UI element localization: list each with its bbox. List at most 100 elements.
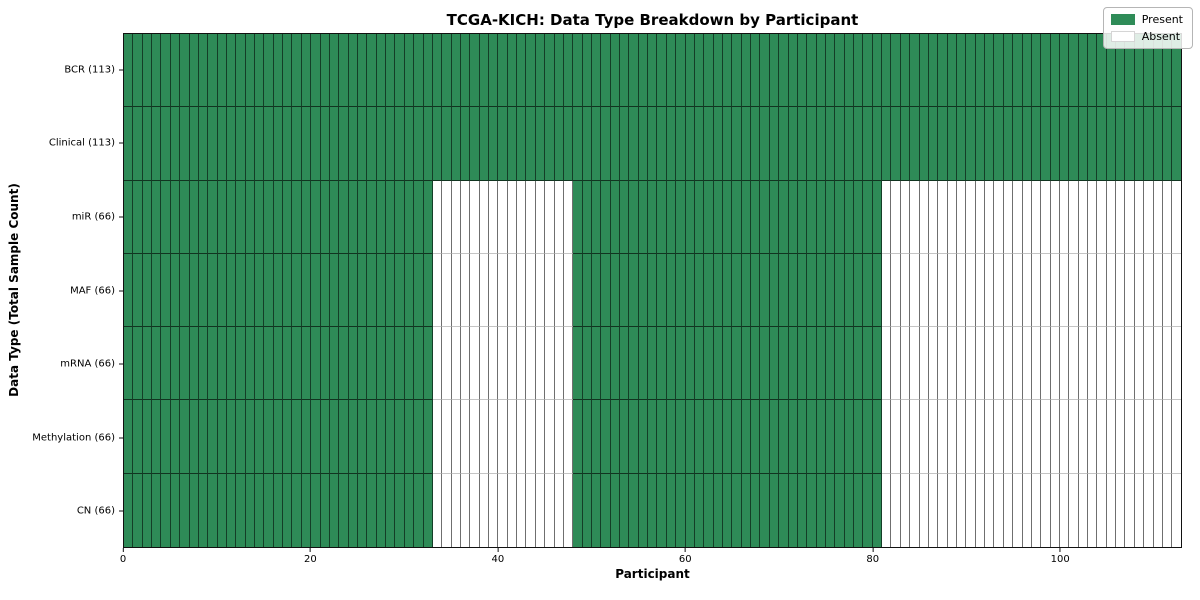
heatmap-cell	[545, 34, 555, 108]
heatmap-cell	[648, 473, 658, 547]
y-tick-label: CN (66)	[76, 505, 115, 517]
heatmap-cell	[685, 107, 695, 181]
heatmap-cell	[666, 107, 677, 181]
heatmap-cell	[741, 34, 752, 108]
heatmap-cell	[573, 107, 583, 181]
heatmap-cell	[133, 473, 143, 547]
heatmap-cell	[835, 180, 845, 254]
heatmap-cell	[245, 107, 256, 181]
heatmap-cell	[966, 34, 976, 108]
y-tick-label: Clinical (113)	[48, 137, 115, 149]
heatmap-cell	[610, 253, 621, 328]
heatmap-cell	[170, 180, 181, 254]
heatmap-cell	[807, 34, 817, 108]
y-tick: miR (66)	[72, 211, 123, 222]
heatmap-cell	[339, 34, 349, 108]
heatmap-cell	[311, 180, 321, 254]
heatmap-cell	[1050, 180, 1060, 254]
heatmap-cell	[489, 400, 499, 474]
heatmap-cell	[713, 253, 723, 328]
heatmap-cell	[1097, 400, 1107, 474]
heatmap-cell	[676, 34, 686, 108]
heatmap-cell	[245, 400, 256, 474]
heatmap-cell	[620, 253, 630, 328]
heatmap-cell	[470, 34, 480, 108]
heatmap-cell	[1069, 107, 1079, 181]
heatmap-cell	[180, 34, 190, 108]
heatmap-cell	[629, 327, 639, 401]
heatmap-cell	[1153, 400, 1163, 474]
heatmap-cell	[956, 400, 967, 474]
heatmap-cell	[292, 180, 302, 254]
heatmap-cell	[610, 400, 621, 474]
heatmap-cell	[489, 473, 499, 547]
heatmap-cell	[470, 327, 480, 401]
heatmap-cell	[1022, 34, 1032, 108]
heatmap-cell	[414, 400, 424, 474]
heatmap-cell	[236, 473, 246, 547]
heatmap-cell	[863, 400, 873, 474]
heatmap-cell	[1106, 253, 1117, 328]
heatmap-cell	[1050, 327, 1060, 401]
heatmap-cell	[591, 180, 602, 254]
heatmap-cell	[432, 327, 443, 401]
heatmap-cell	[395, 327, 405, 401]
heatmap-cell	[966, 253, 976, 328]
heatmap-cell	[161, 400, 171, 474]
heatmap-cell	[189, 107, 199, 181]
heatmap-cell	[460, 34, 471, 108]
heatmap-cell	[704, 34, 714, 108]
heatmap-cell	[236, 327, 246, 401]
heatmap-cell	[320, 400, 330, 474]
heatmap-cell	[779, 327, 789, 401]
heatmap-cell	[610, 327, 621, 401]
heatmap-cell	[1069, 34, 1079, 108]
heatmap-cell	[526, 253, 536, 328]
heatmap-cell	[124, 400, 134, 474]
heatmap-cell	[535, 327, 546, 401]
heatmap-cell	[919, 473, 929, 547]
heatmap-cell	[844, 34, 855, 108]
heatmap-cell	[395, 473, 405, 547]
heatmap-cell	[1059, 327, 1070, 401]
heatmap-cell	[526, 473, 536, 547]
heatmap-cell	[741, 107, 752, 181]
heatmap-cell	[273, 180, 284, 254]
heatmap-cell	[1172, 180, 1181, 254]
heatmap-cell	[947, 34, 957, 108]
heatmap-cell	[1134, 253, 1145, 328]
heatmap-cell	[994, 253, 1004, 328]
heatmap-cell	[1031, 253, 1042, 328]
heatmap-cell	[966, 400, 976, 474]
y-tick: mRNA (66)	[60, 359, 123, 370]
x-tick-label: 100	[1050, 554, 1070, 565]
heatmap-cell	[657, 400, 667, 474]
heatmap-cell	[460, 253, 471, 328]
heatmap-cell	[1069, 180, 1079, 254]
heatmap-cell	[470, 107, 480, 181]
heatmap-cell	[124, 253, 134, 328]
heatmap-cell	[975, 34, 986, 108]
heatmap-cell	[442, 253, 452, 328]
heatmap-cell	[751, 107, 761, 181]
heatmap-cell	[432, 400, 443, 474]
heatmap-cell	[779, 400, 789, 474]
heatmap-cell	[535, 400, 546, 474]
heatmap-cell	[779, 107, 789, 181]
heatmap-cell	[666, 327, 677, 401]
heatmap-cell	[1172, 107, 1181, 181]
heatmap-cell	[694, 253, 705, 328]
legend-swatch-absent	[1110, 31, 1135, 42]
heatmap-cell	[348, 473, 358, 547]
heatmap-cell	[1059, 253, 1070, 328]
heatmap-cell	[797, 400, 808, 474]
heatmap-cell	[348, 253, 358, 328]
heatmap-cell	[751, 400, 761, 474]
heatmap-cell	[217, 327, 227, 401]
heatmap-cell	[591, 473, 602, 547]
heatmap-cell	[985, 34, 995, 108]
heatmap-cell	[573, 180, 583, 254]
heatmap-cell	[1116, 473, 1126, 547]
heatmap-cell	[1078, 107, 1089, 181]
heatmap-cell	[545, 253, 555, 328]
